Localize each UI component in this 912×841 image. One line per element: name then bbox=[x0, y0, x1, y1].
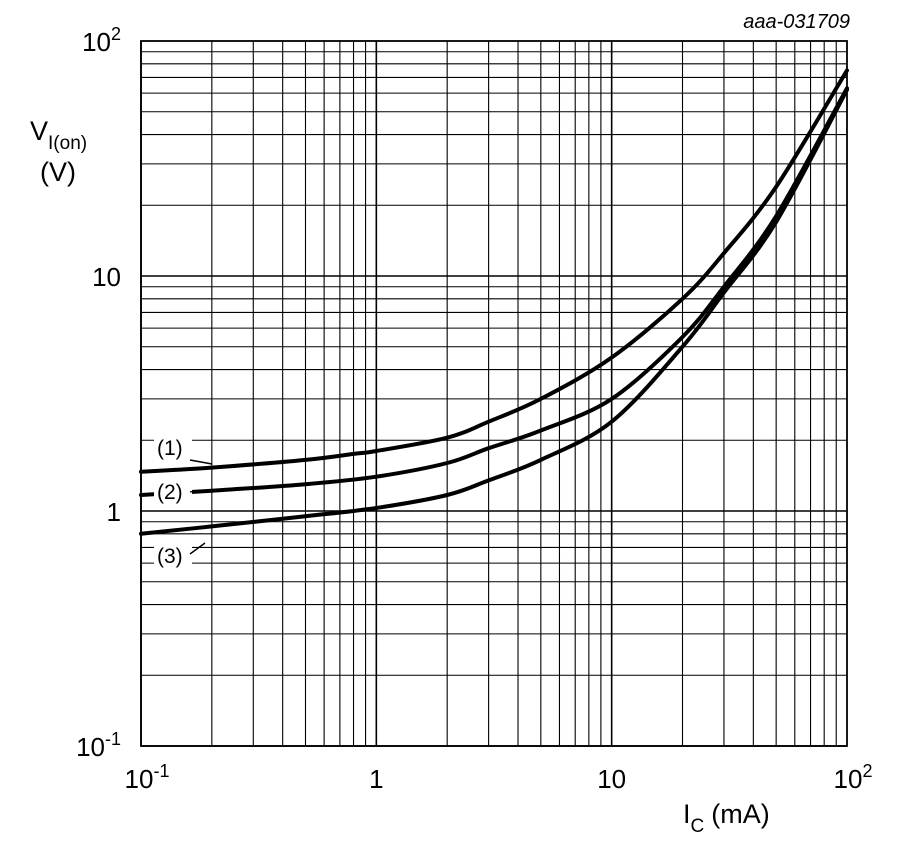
series-label-3: (3) bbox=[157, 545, 183, 568]
plot-frame bbox=[140, 40, 848, 747]
series-label-bg bbox=[154, 435, 192, 460]
y-axis-title: VI(on) bbox=[30, 116, 87, 154]
series-label-bg bbox=[154, 543, 192, 568]
series-line-2 bbox=[139, 86, 849, 497]
series-label-bg bbox=[154, 479, 192, 504]
series-labels: (1) (2) (3) bbox=[154, 435, 213, 568]
x-axis-title-main: I bbox=[683, 799, 691, 829]
x-axis-title-sub: C bbox=[691, 816, 705, 837]
series-line-3 bbox=[139, 87, 849, 536]
series-line-1 bbox=[139, 68, 849, 474]
x-axis-title-unit: (mA) bbox=[711, 799, 769, 829]
x-tick-label-1: 10-1 bbox=[125, 761, 170, 794]
tick-labels: 10-1 1 10 102 10-1 1 10 102 bbox=[76, 24, 872, 794]
series-label-leader bbox=[189, 459, 213, 465]
y-tick-label-4: 102 bbox=[82, 24, 121, 57]
x-tick-label-3: 10 bbox=[597, 764, 626, 794]
x-tick-label-2: 1 bbox=[369, 764, 383, 794]
series-lines bbox=[139, 68, 849, 536]
y-tick-label-1: 10-1 bbox=[76, 729, 121, 762]
y-axis-title-main: V bbox=[30, 116, 48, 146]
x-tick-label-4: 102 bbox=[834, 761, 873, 794]
y-tick-label-2: 1 bbox=[107, 497, 121, 527]
grid bbox=[140, 40, 848, 747]
series-label-leader bbox=[189, 489, 201, 493]
series-label-2: (2) bbox=[157, 481, 183, 504]
y-tick-label-3: 10 bbox=[92, 262, 121, 292]
y-axis-title-sub: I(on) bbox=[48, 133, 87, 154]
x-axis-title: IC (mA) bbox=[683, 799, 770, 837]
series-label-leader bbox=[189, 542, 206, 555]
figure-reference: aaa-031709 bbox=[743, 11, 850, 33]
series-label-1: (1) bbox=[157, 437, 183, 460]
y-axis-unit: (V) bbox=[40, 157, 76, 187]
